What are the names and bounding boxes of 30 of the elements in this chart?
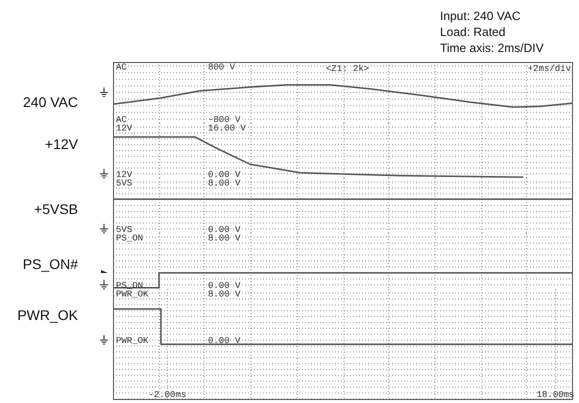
annotation: PWR_OK: [116, 336, 150, 346]
y-axis-title: PS_ON#: [22, 256, 78, 272]
chart-title: Input: 240 VAC Load: Rated Time axis: 2ms/DIV: [440, 8, 544, 56]
y-tick-label: 16.00 V: [208, 124, 246, 134]
x-tick-label: -2.00ms: [148, 390, 186, 400]
y-axis-title: +5VSB: [33, 201, 78, 217]
y-tick-label: 0.00 V: [208, 336, 242, 346]
annotation: PS_ON: [116, 234, 144, 244]
y-tick-label: 8.00 V: [208, 234, 242, 244]
y-tick-label: 0.00 V: [208, 224, 242, 235]
y-tick-label: -800 V: [208, 115, 242, 126]
annotation: PWR_OK: [116, 290, 150, 300]
y-axis-title: +12V: [44, 136, 78, 152]
line-series: [113, 84, 573, 108]
y-axis-title: PWR_OK: [16, 307, 78, 323]
line-series: [113, 136, 524, 178]
y-tick-label: 0.00 V: [208, 170, 242, 180]
y-tick-label: 8.00 V: [208, 178, 242, 189]
annotation: 5VS: [116, 224, 132, 235]
annotation: +2ms/div: [528, 64, 572, 74]
annotation: 5VS: [116, 178, 132, 189]
y-tick-label: 8.00 V: [208, 290, 242, 300]
annotation: AC: [116, 115, 128, 126]
annotation: <Z1: 2k>: [326, 64, 370, 74]
annotation: 12V: [116, 124, 133, 134]
y-tick-label: 0.00 V: [208, 280, 242, 291]
annotation: 12V: [116, 170, 133, 180]
y-tick-label: 800 V: [208, 62, 236, 72]
y-axis-title: 240 VAC: [22, 94, 78, 110]
annotation: AC: [116, 62, 128, 72]
